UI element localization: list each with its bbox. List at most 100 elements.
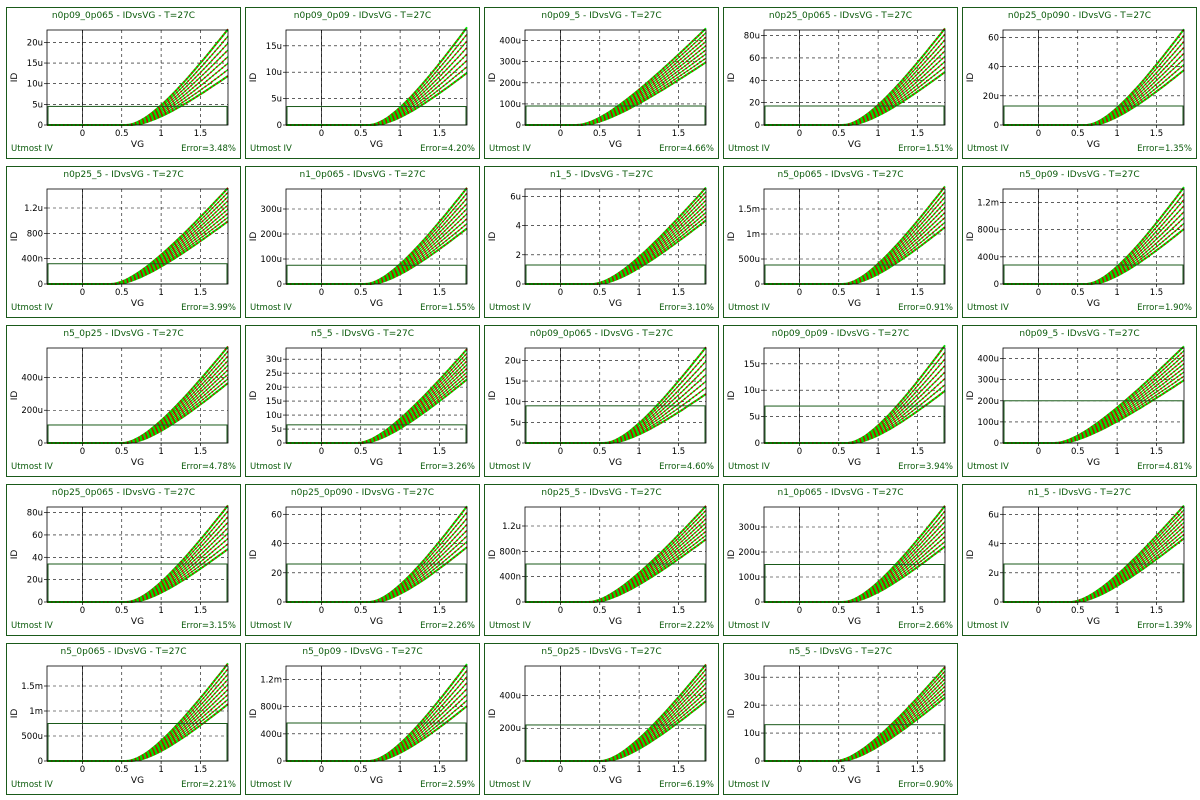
chart-svg: 0 0.5 1 1.5 0 100u 200u 300u VG ID bbox=[727, 505, 946, 627]
simulated-curve bbox=[764, 33, 946, 126]
y-tick-label: 10u bbox=[266, 68, 282, 78]
y-tick-label: 20 bbox=[749, 99, 760, 109]
x-tick-label: 1.5 bbox=[911, 288, 925, 298]
y-axis-label: ID bbox=[10, 391, 20, 401]
simulated-curve bbox=[525, 673, 707, 762]
simulated-curve bbox=[764, 66, 946, 126]
simulated-curve bbox=[764, 689, 946, 762]
x-tick-label: 0.5 bbox=[832, 129, 846, 139]
simulated-curve bbox=[1003, 46, 1185, 126]
y-tick-label: 15u bbox=[27, 59, 43, 69]
highlight-box bbox=[1003, 105, 1184, 126]
simulated-curve bbox=[764, 71, 946, 126]
chart-panel: n1_5 - IDvsVG - T=27C Utmost IV Error=1.39… bbox=[962, 484, 1197, 636]
tool-label: Utmost IV bbox=[250, 621, 292, 631]
y-tick-label: 100u bbox=[738, 573, 760, 583]
y-tick-label: 200u bbox=[499, 724, 521, 734]
chart-svg: 0 0.5 1 1.5 0 500u 1m 1.5m VG ID bbox=[10, 662, 229, 786]
chart-title: n1_0p065 - IDvsVG - T=27C bbox=[299, 170, 426, 180]
x-tick-label: 1.5 bbox=[672, 447, 686, 457]
tool-label: Utmost IV bbox=[489, 144, 531, 154]
y-tick-label: 5u bbox=[510, 418, 521, 428]
x-tick-label: 0 bbox=[558, 447, 563, 457]
simulated-curve bbox=[286, 46, 468, 126]
x-tick-label: 0 bbox=[1036, 606, 1041, 616]
y-tick-label: 300u bbox=[738, 523, 760, 533]
y-tick-label: 200u bbox=[738, 548, 760, 558]
y-axis-label: ID bbox=[966, 391, 976, 401]
measured-curve bbox=[1003, 46, 1185, 126]
x-tick-label: 0.5 bbox=[593, 765, 607, 775]
measured-curve bbox=[47, 69, 229, 126]
simulated-curve bbox=[286, 517, 468, 603]
y-tick-label: 4 bbox=[516, 222, 521, 232]
y-tick-label: 0 bbox=[38, 757, 43, 767]
plot-frame bbox=[46, 347, 229, 444]
y-axis-label: ID bbox=[727, 232, 737, 242]
chart-title: n5_5 - IDvsVG - T=27C bbox=[788, 647, 893, 657]
y-axis-label: ID bbox=[10, 550, 20, 560]
chart-panel: n0p09_0p09 - IDvsVG - T=27C Utmost IV Erro… bbox=[245, 7, 480, 159]
chart-panel: n5_0p25 - IDvsVG - T=27C Utmost IV Error=4… bbox=[6, 325, 241, 477]
chart-title: n5_0p09 - IDvsVG - T=27C bbox=[302, 647, 423, 657]
plot-frame bbox=[46, 665, 229, 762]
x-axis-label: VG bbox=[848, 458, 861, 468]
tool-label: Utmost IV bbox=[489, 462, 531, 472]
simulated-curve bbox=[764, 201, 946, 285]
simulated-curve bbox=[47, 537, 229, 603]
y-tick-label: 5u bbox=[271, 425, 282, 435]
simulated-curve bbox=[525, 186, 707, 285]
simulated-curve bbox=[47, 678, 229, 762]
x-tick-label: 1 bbox=[875, 447, 880, 457]
measured-curve bbox=[47, 678, 229, 762]
x-tick-label: 0 bbox=[80, 447, 85, 457]
measured-curve bbox=[47, 75, 229, 126]
measured-curve bbox=[525, 687, 707, 762]
simulated-curve bbox=[764, 678, 946, 762]
simulated-curve bbox=[525, 678, 707, 762]
simulated-curve bbox=[1003, 379, 1185, 444]
error-label: Error=4.60% bbox=[659, 462, 714, 472]
simulated-curve bbox=[47, 75, 229, 126]
tool-label: Utmost IV bbox=[489, 780, 531, 790]
x-tick-label: 1.5 bbox=[433, 606, 447, 616]
simulated-curve bbox=[286, 53, 468, 126]
measured-curve bbox=[525, 360, 707, 444]
y-tick-label: 500u bbox=[738, 255, 760, 265]
measured-curve bbox=[764, 33, 946, 126]
y-tick-label: 2 bbox=[516, 251, 521, 261]
simulated-curve bbox=[764, 545, 946, 603]
y-tick-label: 20 bbox=[271, 569, 282, 579]
x-tick-label: 1 bbox=[636, 765, 641, 775]
x-tick-label: 0 bbox=[1036, 447, 1041, 457]
chart-title: n0p25_5 - IDvsVG - T=27C bbox=[63, 170, 184, 180]
y-tick-label: 0 bbox=[277, 439, 282, 449]
y-tick-label: 40 bbox=[32, 553, 43, 563]
x-axis-label: VG bbox=[1087, 617, 1100, 627]
error-label: Error=2.26% bbox=[420, 621, 475, 631]
simulated-curve bbox=[525, 700, 707, 762]
y-tick-label: 200u bbox=[260, 230, 282, 240]
y-tick-label: 10u bbox=[27, 80, 43, 90]
x-tick-label: 1.5 bbox=[672, 606, 686, 616]
simulated-curve bbox=[47, 527, 229, 603]
chart-title: n0p25_0p090 - IDvsVG - T=27C bbox=[1007, 11, 1152, 21]
chart-panel: n1_0p065 - IDvsVG - T=27C Utmost IV Error=… bbox=[245, 166, 480, 318]
measured-curve bbox=[525, 505, 707, 603]
x-tick-label: 0 bbox=[1036, 288, 1041, 298]
x-tick-label: 0 bbox=[797, 606, 802, 616]
tool-label: Utmost IV bbox=[728, 462, 770, 472]
chart-svg: 0 0.5 1 1.5 0 5u 10u 15u VG ID bbox=[249, 26, 468, 150]
error-label: Error=1.39% bbox=[1137, 621, 1192, 631]
chart-panel: n5_0p09 - IDvsVG - T=27C Utmost IV Error=1… bbox=[962, 166, 1197, 318]
chart-svg: 0 0.5 1 1.5 0 400u 800u 1.2m VG ID bbox=[249, 663, 468, 786]
x-tick-label: 1.5 bbox=[1150, 288, 1164, 298]
x-tick-label: 1.5 bbox=[433, 129, 447, 139]
simulated-curve bbox=[1003, 375, 1185, 444]
measured-curve bbox=[764, 71, 946, 126]
simulated-curve bbox=[764, 211, 946, 285]
plot-frame bbox=[1002, 188, 1185, 285]
measured-curve bbox=[286, 699, 468, 762]
y-axis-label: ID bbox=[966, 550, 976, 560]
chart-panel: n0p25_0p090 - IDvsVG - T=27C Utmost IV Err… bbox=[245, 484, 480, 636]
